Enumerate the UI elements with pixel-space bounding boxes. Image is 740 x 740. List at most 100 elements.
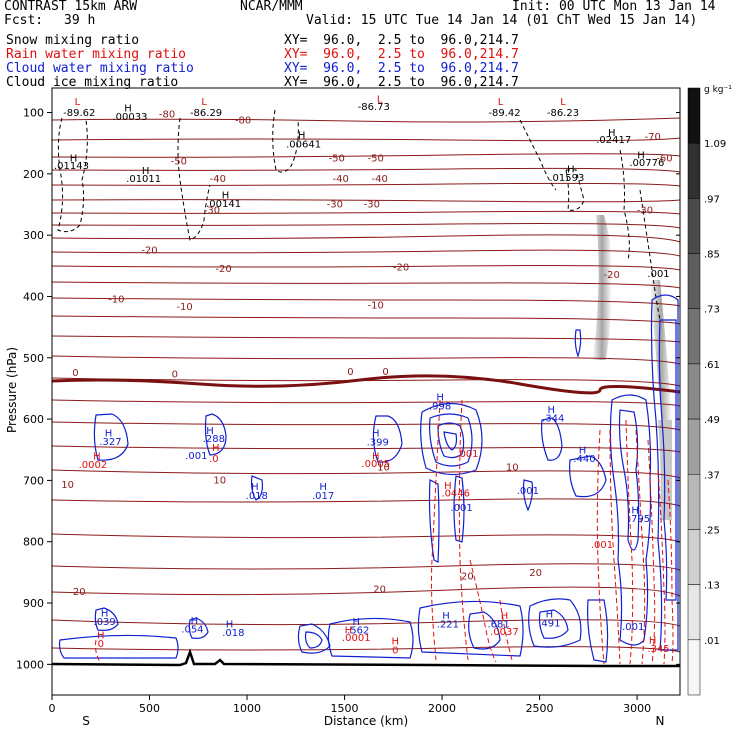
ice-contour xyxy=(177,117,211,241)
freezing-level-line xyxy=(52,374,680,395)
temp-contour-line xyxy=(52,297,680,307)
contour-label: H xyxy=(212,443,220,454)
contour-label: -20 xyxy=(215,264,231,275)
contour-label: H xyxy=(579,445,587,456)
contour-label: -20 xyxy=(393,263,409,274)
colorbar-swatch xyxy=(687,474,701,530)
north-label: N xyxy=(656,714,665,728)
contour-label: -40 xyxy=(332,174,348,185)
rain-contour xyxy=(667,479,674,665)
contour-label: 10 xyxy=(61,480,74,491)
colorbar-swatch xyxy=(687,363,701,420)
contour-label: 0 xyxy=(72,368,78,379)
temp-contour-line xyxy=(52,182,680,187)
contour-label: .00776 xyxy=(629,158,664,169)
contour-label: .345 xyxy=(647,644,669,655)
temp-contour-line xyxy=(52,137,680,142)
field-cloud-ice-xy: XY= 96.0, 2.5 to 96.0,214.7 xyxy=(284,75,519,90)
colorbar-swatch xyxy=(687,308,701,365)
contour-label: .001 xyxy=(450,503,472,514)
contour-label: H xyxy=(345,626,353,637)
cloud-water-contour xyxy=(204,413,227,456)
cloud-water-contour xyxy=(372,415,403,463)
cloud-water-contour xyxy=(528,598,582,648)
cloud-water-contour xyxy=(327,617,414,659)
south-label: S xyxy=(82,714,90,728)
contour-label: H xyxy=(546,610,554,621)
contour-label: L xyxy=(75,97,81,108)
colorbar-tick-label: .25 xyxy=(704,525,720,536)
colorbar-swatch xyxy=(687,253,701,309)
colorbar-tick-label: .85 xyxy=(704,250,720,261)
contour-label: L xyxy=(498,97,504,108)
temp-contour-line xyxy=(52,335,680,343)
contour-label: .02417 xyxy=(596,135,631,146)
contour-label: 0 xyxy=(98,639,104,650)
contour-label: L xyxy=(377,95,383,106)
colorbar-swatch xyxy=(687,639,701,696)
contour-label: -50 xyxy=(171,157,187,168)
ice-contour xyxy=(619,149,630,261)
contour-label: -30 xyxy=(364,200,380,211)
contour-label: .001 xyxy=(456,449,478,460)
init-time: Init: 00 UTC Mon 13 Jan 14 xyxy=(512,0,716,14)
contour-label: H xyxy=(352,617,360,628)
x-tick-label: 2500 xyxy=(526,702,554,715)
contour-label: .054 xyxy=(181,624,203,635)
contour-label: .01011 xyxy=(126,174,161,185)
cloud-water-contour xyxy=(468,611,501,650)
contour-label: .0001 xyxy=(342,633,371,644)
x-tick-label: 0 xyxy=(49,702,56,715)
field-snow: Snow mixing ratio xyxy=(6,33,140,48)
rain-contour xyxy=(647,439,656,665)
temp-contour-line xyxy=(52,399,680,407)
contour-label: -10 xyxy=(176,302,192,313)
contour-label: .00141 xyxy=(206,199,241,210)
contour-label: H xyxy=(501,611,509,622)
colorbar-swatch xyxy=(687,142,701,199)
contour-label: H xyxy=(637,151,645,162)
contour-label: .001 xyxy=(647,269,669,280)
rain-contour xyxy=(95,639,101,663)
contour-label: H xyxy=(298,130,306,141)
cloud-water-contour xyxy=(58,634,179,659)
contour-label: H xyxy=(567,165,575,176)
colorbar-tick-label: .13 xyxy=(704,581,720,592)
temp-contour-line xyxy=(52,619,680,627)
temp-contour-line xyxy=(52,234,680,243)
contour-label: 0 xyxy=(347,367,353,378)
colorbar-tick-label: .97 xyxy=(704,194,720,205)
y-tick-label: 300 xyxy=(23,229,44,242)
ice-contour xyxy=(519,119,557,191)
contour-label: -89.62 xyxy=(63,108,95,119)
contour-label: L xyxy=(560,97,566,108)
contour-label: -60 xyxy=(656,154,672,165)
contour-label: 10 xyxy=(377,463,390,474)
y-tick-label: 1000 xyxy=(16,658,44,671)
temp-contour-line xyxy=(52,469,680,479)
temp-contour-line xyxy=(52,421,680,431)
contour-label: -30 xyxy=(637,206,653,217)
contour-label: 10 xyxy=(213,475,226,486)
cloud-water-contour xyxy=(429,413,473,467)
contour-label: .681 xyxy=(487,620,509,631)
contour-label: H xyxy=(372,428,380,439)
plot-frame xyxy=(51,87,681,696)
contour-label: 10 xyxy=(506,463,519,474)
contour-label: -20 xyxy=(141,246,157,257)
colorbar-swatch xyxy=(687,529,701,585)
rain-contour xyxy=(431,399,441,661)
ice-contour xyxy=(57,117,88,233)
ice-contour xyxy=(639,189,661,321)
contour-label: -40 xyxy=(210,174,226,185)
y-axis-title: Pressure (hPa) xyxy=(5,347,19,433)
cloud-water-contour xyxy=(297,623,331,654)
contour-label: .327 xyxy=(99,437,121,448)
rain-contour xyxy=(458,399,469,661)
contour-label: H xyxy=(124,103,132,114)
cloud-water-contour xyxy=(574,329,582,358)
terrain-line xyxy=(52,648,680,668)
y-tick-label: 800 xyxy=(23,536,44,549)
snow-streak-1 xyxy=(592,215,612,360)
contour-label: .562 xyxy=(347,626,369,637)
